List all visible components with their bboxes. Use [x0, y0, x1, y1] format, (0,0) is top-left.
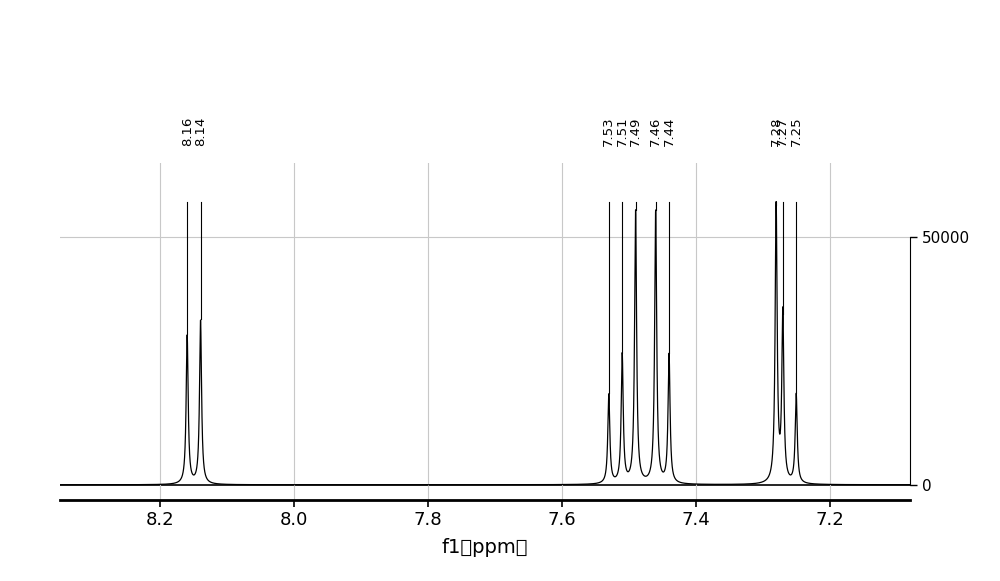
Text: 7.44: 7.44 [663, 116, 676, 146]
Text: 7.51: 7.51 [616, 116, 629, 146]
Text: 7.49: 7.49 [629, 116, 642, 146]
X-axis label: f1（ppm）: f1（ppm） [442, 538, 528, 557]
Text: 8.14: 8.14 [194, 116, 207, 146]
Text: 7.28: 7.28 [770, 116, 783, 146]
Text: 8.16: 8.16 [181, 116, 194, 146]
Text: 7.27: 7.27 [776, 116, 789, 146]
Text: 7.25: 7.25 [790, 116, 803, 146]
Text: 7.46: 7.46 [649, 116, 662, 146]
Text: 7.53: 7.53 [602, 116, 615, 146]
